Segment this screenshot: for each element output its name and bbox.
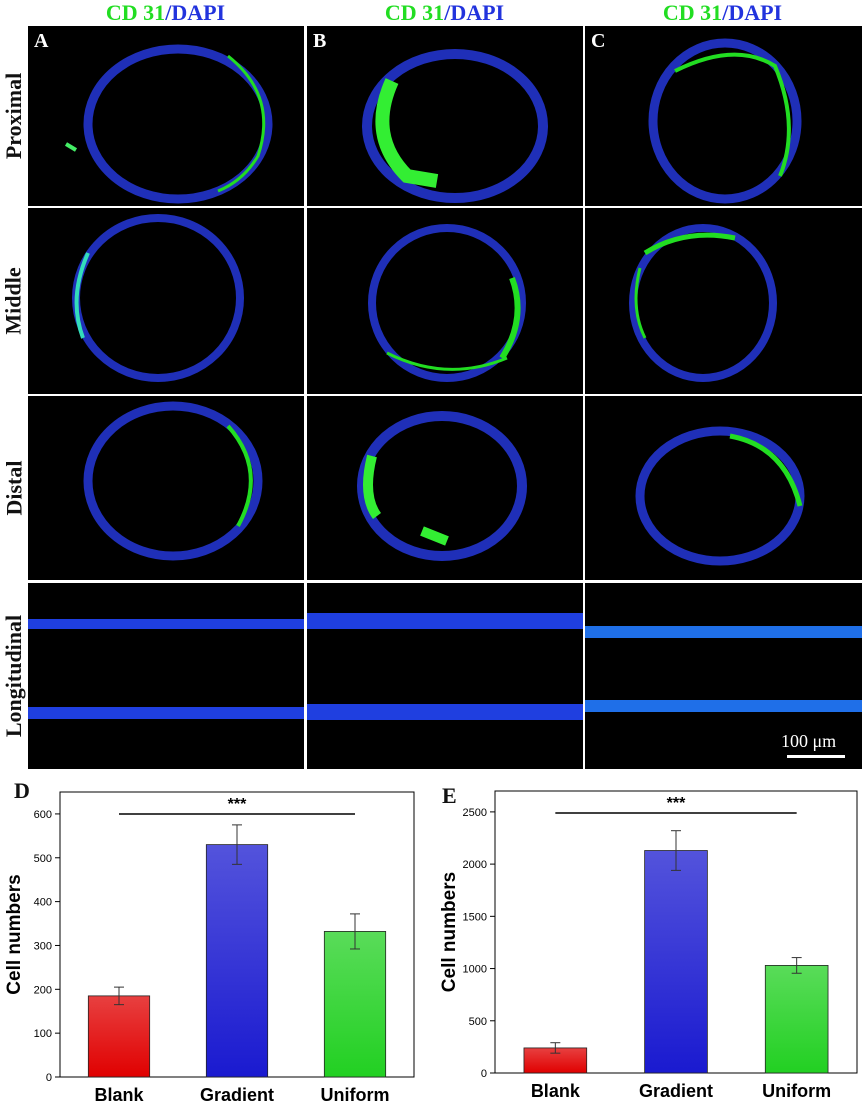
x-tick-label: Uniform: [762, 1081, 831, 1101]
micrograph-b-distal: [307, 396, 583, 580]
y-tick-label: 400: [34, 897, 52, 909]
micrograph-b-longitudinal: [307, 583, 583, 769]
column-header-b: CD 31/DAPI: [307, 0, 582, 26]
bar-gradient: [644, 850, 708, 1074]
bar-gradient: [205, 844, 269, 1078]
y-tick-label: 0: [481, 1068, 487, 1080]
stain-label: DAPI: [450, 0, 505, 25]
significance-label: ***: [228, 796, 247, 813]
x-tick-label: Blank: [531, 1081, 581, 1101]
row-label-proximal: Proximal: [0, 26, 28, 206]
micrograph-c-proximal: C: [585, 26, 862, 206]
bar-chart-e: 0 500 1000 1500 2000 2500 Blank Gradient Uniform…: [439, 790, 858, 1101]
chart-letter-d: D: [14, 778, 30, 803]
y-tick-label: 200: [34, 984, 52, 996]
separator: /: [444, 0, 451, 25]
significance-label: ***: [667, 795, 686, 812]
bar-blank: [87, 995, 151, 1078]
x-tick-label: Gradient: [639, 1081, 713, 1101]
row-label-distal: Distal: [0, 396, 28, 580]
row-label-text: Distal: [1, 460, 26, 516]
y-tick-label: 500: [34, 853, 52, 865]
panel-letter: C: [591, 30, 606, 52]
marker-label: CD 31: [105, 0, 166, 25]
micrograph-c-distal: [585, 396, 862, 580]
row-label-text: Longitudinal: [1, 614, 26, 738]
micrograph-a-distal: [28, 396, 304, 580]
stain-label: DAPI: [171, 0, 226, 25]
y-tick-label: 1000: [463, 964, 487, 976]
x-tick-label: Gradient: [200, 1085, 274, 1102]
micrograph-a-proximal: A: [28, 26, 304, 206]
row-label-longitudinal: Longitudinal: [0, 583, 28, 769]
separator: /: [165, 0, 172, 25]
y-tick-label: 100: [34, 1028, 52, 1040]
y-axis-label: Cell numbers: [4, 874, 25, 994]
panel-letter: A: [34, 30, 49, 52]
column-header-a: CD 31/DAPI: [28, 0, 303, 26]
chart-d: 0 100 200 300 400 500 600 Blank Gradient Uniform C…: [0, 780, 430, 1102]
stain-label: DAPI: [728, 0, 783, 25]
y-tick-label: 0: [46, 1072, 52, 1084]
micrograph-a-longitudinal: [28, 583, 304, 769]
panel-letter: B: [313, 30, 327, 52]
micrograph-a-middle: [28, 208, 304, 394]
micrograph-c-middle: [585, 208, 862, 394]
micrograph-c-longitudinal: 100 μm: [585, 583, 862, 769]
y-tick-label: 1500: [463, 911, 487, 923]
column-header-c: CD 31/DAPI: [585, 0, 860, 26]
row-label-middle: Middle: [0, 208, 28, 394]
scale-bar-line: [787, 755, 845, 758]
x-tick-label: Blank: [94, 1085, 144, 1102]
marker-label: CD 31: [384, 0, 445, 25]
micrograph-b-proximal: B: [307, 26, 583, 206]
separator: /: [722, 0, 729, 25]
bar-chart-d: 0 100 200 300 400 500 600 Blank Gradient Uniform C…: [4, 791, 415, 1102]
y-tick-label: 2500: [463, 807, 487, 819]
bar-uniform: [764, 965, 829, 1074]
y-tick-label: 300: [34, 940, 52, 952]
y-tick-label: 500: [469, 1016, 487, 1028]
x-tick-label: Uniform: [321, 1085, 390, 1102]
chart-e: 0 500 1000 1500 2000 2500 Blank Gradient Uniform…: [425, 780, 865, 1102]
y-tick-label: 2000: [463, 859, 487, 871]
bar-uniform: [323, 931, 387, 1078]
y-tick-label: 600: [34, 809, 52, 821]
row-label-text: Proximal: [1, 72, 27, 160]
y-axis-label: Cell numbers: [439, 872, 460, 992]
row-label-text: Middle: [1, 267, 27, 335]
chart-letter-e: E: [442, 783, 457, 808]
marker-label: CD 31: [662, 0, 723, 25]
scale-bar-label: 100 μm: [781, 731, 837, 751]
micrograph-b-middle: [307, 208, 583, 394]
